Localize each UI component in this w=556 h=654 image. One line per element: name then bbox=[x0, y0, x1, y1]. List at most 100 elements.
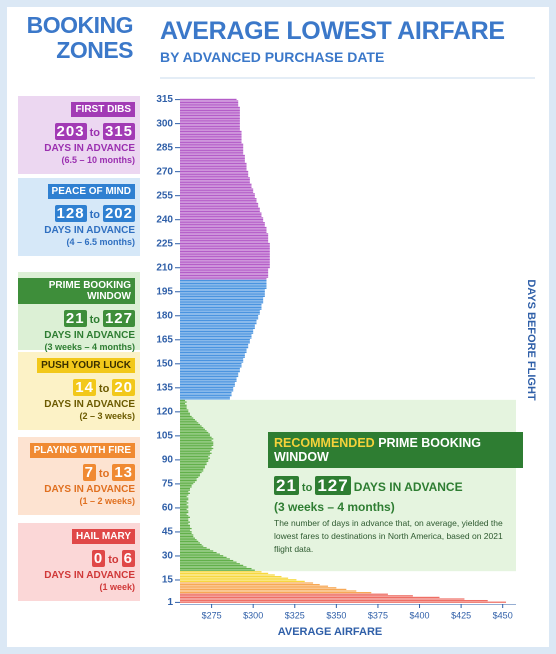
bar bbox=[180, 391, 232, 394]
bar bbox=[180, 116, 240, 118]
zone-panel: HAIL MARY 0 to 6 DAYS IN ADVANCE (1 week) bbox=[18, 523, 140, 601]
zone-name: PUSH YOUR LUCK bbox=[37, 358, 135, 373]
bar bbox=[180, 591, 372, 594]
bar bbox=[180, 415, 192, 418]
bar bbox=[180, 337, 252, 339]
bar bbox=[180, 577, 289, 579]
zone-range: 203 to 315 bbox=[18, 123, 135, 140]
bar bbox=[180, 106, 240, 109]
bar bbox=[180, 194, 255, 197]
bar bbox=[180, 130, 242, 133]
bar bbox=[180, 366, 242, 368]
bar bbox=[180, 350, 247, 352]
bar bbox=[180, 515, 189, 517]
bar bbox=[180, 319, 257, 322]
bar bbox=[180, 463, 207, 466]
bar bbox=[180, 500, 187, 502]
zone-to: 127 bbox=[102, 310, 135, 327]
bar bbox=[180, 406, 187, 408]
bar bbox=[180, 196, 255, 198]
bar bbox=[180, 103, 239, 105]
bar bbox=[180, 343, 249, 346]
bar bbox=[180, 393, 232, 395]
bar bbox=[180, 351, 247, 354]
bar bbox=[180, 531, 192, 533]
annotation-unit: DAYS IN ADVANCE bbox=[353, 480, 463, 494]
bar bbox=[180, 159, 245, 161]
zone-connector: to bbox=[108, 554, 119, 566]
bar bbox=[180, 583, 320, 586]
bar bbox=[180, 142, 242, 144]
bar bbox=[180, 375, 239, 378]
zone-to: 6 bbox=[121, 550, 135, 567]
bar bbox=[180, 257, 270, 259]
bar bbox=[180, 114, 240, 117]
bar bbox=[180, 306, 262, 309]
bar bbox=[180, 481, 195, 483]
bar bbox=[180, 489, 190, 491]
bar bbox=[180, 330, 254, 333]
bar bbox=[180, 191, 254, 193]
bar bbox=[180, 539, 197, 541]
bar bbox=[180, 540, 199, 543]
bar bbox=[180, 258, 270, 261]
x-tick-label: $350 bbox=[326, 610, 346, 620]
zone-connector: to bbox=[89, 127, 100, 139]
bar bbox=[180, 98, 237, 101]
bar bbox=[180, 388, 234, 390]
x-axis-label: AVERAGE AIRFARE bbox=[278, 626, 383, 638]
bar bbox=[180, 225, 265, 227]
bar bbox=[180, 537, 195, 539]
bar bbox=[180, 284, 267, 286]
bar bbox=[180, 452, 212, 454]
zone-unit: DAYS IN ADVANCE bbox=[44, 143, 135, 154]
bar bbox=[180, 310, 260, 312]
annotation-connector: to bbox=[301, 482, 313, 494]
bar bbox=[180, 294, 265, 296]
zone-from: 14 bbox=[73, 379, 96, 396]
bar bbox=[180, 278, 267, 280]
bar bbox=[180, 154, 245, 157]
zone-name: FIRST DIBS bbox=[71, 102, 135, 117]
bar bbox=[180, 239, 269, 241]
bar bbox=[180, 266, 270, 269]
y-tick-label: 60 bbox=[162, 503, 174, 514]
bar bbox=[180, 447, 214, 450]
bar bbox=[180, 156, 245, 158]
zone-duration: (3 weeks – 4 months) bbox=[44, 342, 135, 352]
bar bbox=[180, 372, 239, 374]
bar bbox=[180, 355, 245, 357]
bar bbox=[180, 532, 192, 534]
bar bbox=[180, 134, 242, 136]
bar bbox=[180, 359, 244, 362]
bar bbox=[180, 300, 264, 302]
y-tick-label: 105 bbox=[156, 431, 173, 442]
zone-range: 128 to 202 bbox=[18, 205, 135, 222]
bar bbox=[180, 151, 244, 153]
x-tick-label: $325 bbox=[285, 610, 305, 620]
bar bbox=[180, 327, 255, 330]
bar bbox=[180, 220, 264, 222]
annotation-text: The number of days in advance that, on a… bbox=[274, 518, 503, 554]
chart-title: AVERAGE LOWEST AIRFARE bbox=[160, 17, 505, 45]
bar bbox=[180, 407, 187, 410]
bar bbox=[180, 518, 189, 520]
x-tick-label: $375 bbox=[368, 610, 388, 620]
bar bbox=[180, 241, 269, 243]
bar bbox=[180, 202, 259, 205]
bar bbox=[180, 146, 244, 149]
bar bbox=[180, 177, 250, 179]
bar bbox=[180, 595, 413, 597]
bar bbox=[180, 486, 192, 488]
bar bbox=[180, 467, 205, 469]
bar bbox=[180, 122, 240, 125]
bar bbox=[180, 105, 239, 107]
bar bbox=[180, 465, 205, 467]
chart-subtitle: BY ADVANCED PURCHASE DATE bbox=[160, 49, 385, 65]
zone-range: 0 to 6 bbox=[18, 550, 135, 567]
bar bbox=[180, 491, 189, 493]
bar bbox=[180, 204, 259, 206]
bar bbox=[180, 511, 189, 514]
bar bbox=[180, 582, 314, 584]
